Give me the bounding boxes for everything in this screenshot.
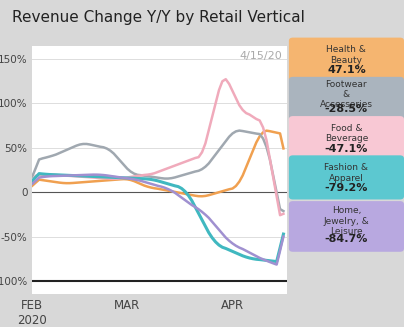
Text: 47.1%: 47.1% xyxy=(327,65,366,75)
Text: Fashion &
Apparel: Fashion & Apparel xyxy=(324,163,368,182)
Text: Home,
Jewelry, &
Leisure: Home, Jewelry, & Leisure xyxy=(324,206,369,236)
Text: Food &
Beverage: Food & Beverage xyxy=(325,124,368,143)
Text: Revenue Change Y/Y by Retail Vertical: Revenue Change Y/Y by Retail Vertical xyxy=(12,10,305,25)
Text: -79.2%: -79.2% xyxy=(325,183,368,193)
Text: -28.5%: -28.5% xyxy=(325,104,368,114)
Text: -47.1%: -47.1% xyxy=(325,144,368,154)
Text: 4/15/20: 4/15/20 xyxy=(239,51,282,61)
Text: -84.7%: -84.7% xyxy=(325,234,368,244)
Text: Footwear
&
Accessories: Footwear & Accessories xyxy=(320,79,373,109)
Text: Health &
Beauty: Health & Beauty xyxy=(326,45,366,65)
